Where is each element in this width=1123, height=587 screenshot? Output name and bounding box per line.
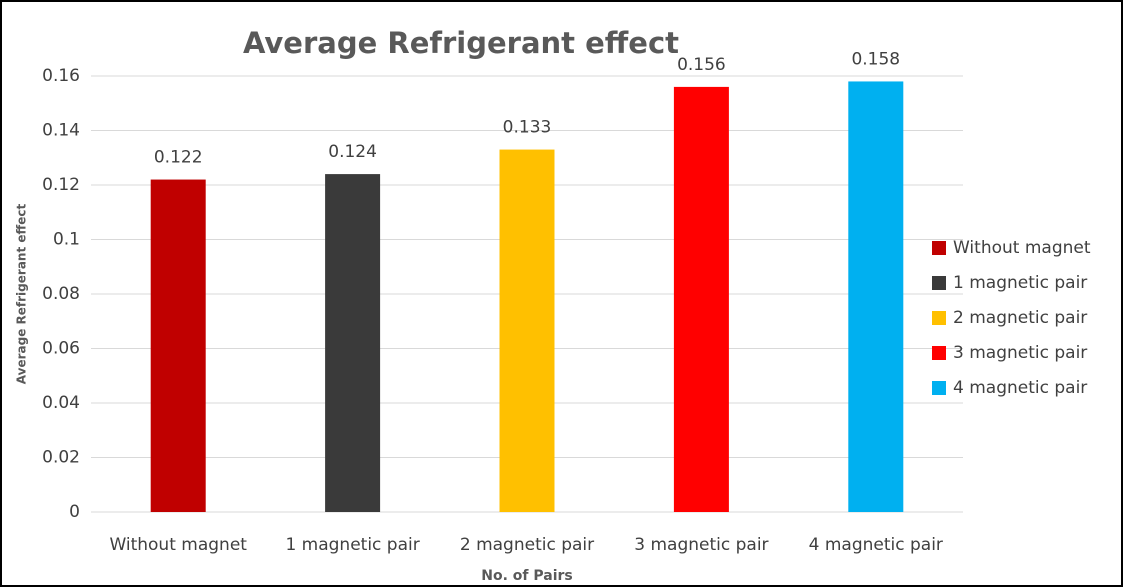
bar — [848, 81, 904, 512]
x-tick-label: Without magnet — [109, 535, 247, 555]
bar — [673, 86, 729, 513]
legend-label: 2 magnetic pair — [953, 308, 1087, 328]
y-tick-label: 0.12 — [42, 175, 80, 195]
y-tick-label: 0.02 — [42, 448, 80, 468]
legend-swatch — [932, 311, 946, 325]
y-tick-label: 0.08 — [42, 284, 80, 304]
bar — [150, 179, 206, 513]
value-label: 0.158 — [851, 49, 900, 69]
y-tick-label: 0.14 — [42, 121, 80, 141]
legend-swatch — [932, 346, 946, 360]
legend-swatch — [932, 276, 946, 290]
y-tick-label: 0.06 — [42, 339, 80, 359]
bar — [499, 149, 555, 512]
value-label: 0.156 — [677, 55, 726, 75]
x-tick-label: 2 magnetic pair — [460, 535, 594, 555]
chart-title: Average Refrigerant effect — [243, 26, 679, 60]
value-label: 0.124 — [328, 142, 377, 162]
x-tick-label: 1 magnetic pair — [285, 535, 419, 555]
y-tick-label: 0.16 — [42, 66, 80, 86]
x-tick-label: 3 magnetic pair — [634, 535, 768, 555]
legend-swatch — [932, 381, 946, 395]
legend-label: 3 magnetic pair — [953, 343, 1087, 363]
y-tick-label: 0.04 — [42, 393, 80, 413]
value-label: 0.133 — [503, 118, 552, 138]
legend-label: 1 magnetic pair — [953, 273, 1087, 293]
y-tick-label: 0 — [69, 502, 80, 522]
y-axis-label: Average Refrigerant effect — [15, 204, 29, 385]
value-label: 0.122 — [154, 148, 203, 168]
bar — [325, 174, 381, 512]
x-axis-label: No. of Pairs — [481, 568, 572, 584]
legend-label: 4 magnetic pair — [953, 378, 1087, 398]
legend-label: Without magnet — [953, 238, 1091, 258]
y-tick-label: 0.1 — [53, 230, 80, 250]
x-tick-label: 4 magnetic pair — [809, 535, 943, 555]
legend-swatch — [932, 241, 946, 255]
